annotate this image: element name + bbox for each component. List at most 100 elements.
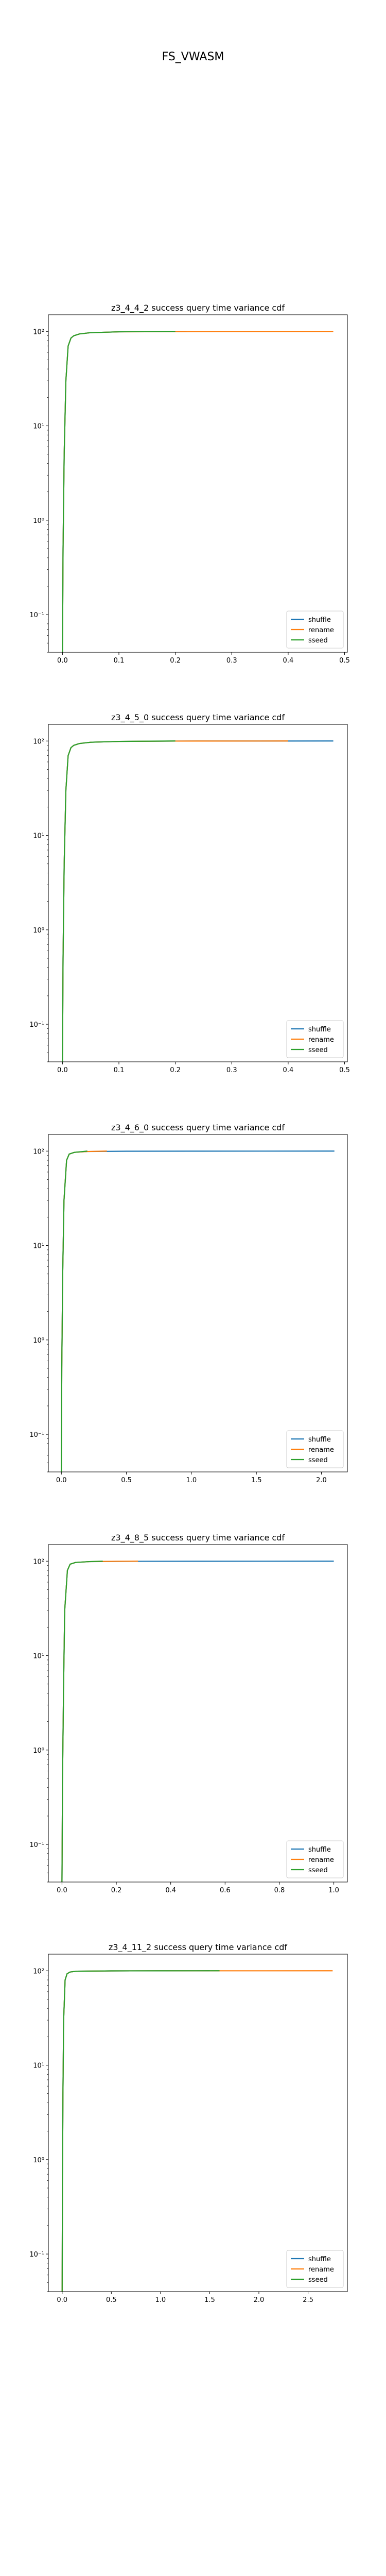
- y-tick-label: 10²: [33, 328, 44, 336]
- y-tick-label: 10¹: [33, 2062, 44, 2070]
- x-tick-label: 0.5: [339, 1066, 350, 1074]
- legend-box: [286, 1430, 344, 1468]
- chart-title: z3_4_5_0 success query time variance cdf: [111, 713, 285, 723]
- legend-label-rename: rename: [308, 1856, 334, 1864]
- chart-title: z3_4_8_5 success query time variance cdf: [111, 1533, 285, 1543]
- x-tick-label: 0.2: [170, 1066, 181, 1074]
- chart-panel-4: z3_4_8_5 success query time variance cdf…: [29, 1533, 348, 1894]
- series-line-sseed: [61, 1970, 220, 2292]
- chart-title: z3_4_6_0 success query time variance cdf: [111, 1123, 285, 1133]
- legend-label-sseed: sseed: [308, 2276, 328, 2284]
- x-tick-label: 0.0: [56, 1477, 67, 1484]
- legend-label-rename: rename: [308, 1036, 334, 1044]
- legend-label-shuffle: shuffle: [308, 1436, 331, 1444]
- y-tick-label: 10⁻¹: [29, 1431, 44, 1439]
- x-tick-label: 0.2: [111, 1887, 122, 1894]
- series-line-sseed: [61, 1561, 103, 1882]
- x-tick-label: 1.5: [204, 2296, 215, 2304]
- x-tick-label: 2.0: [254, 2296, 265, 2304]
- legend-label-shuffle: shuffle: [308, 616, 331, 624]
- x-tick-label: 0.3: [226, 1066, 237, 1074]
- legend: shuffle rename sseed: [286, 1430, 344, 1468]
- series-group: [62, 740, 334, 1062]
- x-tick-label: 1.0: [328, 1887, 339, 1894]
- x-tick-label: 0.6: [220, 1887, 231, 1894]
- axes-frame: [48, 1544, 348, 1883]
- y-tick-label: 10²: [33, 1968, 44, 1975]
- x-tick-label: 0.0: [57, 657, 68, 665]
- y-tick-label: 10¹: [33, 833, 44, 840]
- legend-label-shuffle: shuffle: [308, 1026, 331, 1033]
- y-tick-label: 10¹: [33, 423, 44, 431]
- legend-label-rename: rename: [308, 1446, 334, 1454]
- y-tick-label: 10¹: [33, 1243, 44, 1250]
- legend-box: [286, 2250, 344, 2288]
- x-tick-label: 0.0: [57, 1066, 68, 1074]
- legend-label-sseed: sseed: [308, 637, 328, 645]
- legend-label-shuffle: shuffle: [308, 1846, 331, 1854]
- series-group: [61, 1150, 335, 1472]
- x-tick-label: 0.2: [170, 657, 181, 665]
- chart-title: z3_4_4_2 success query time variance cdf: [111, 303, 285, 313]
- chart-panel-2: z3_4_5_0 success query time variance cdf…: [29, 713, 349, 1074]
- legend-box: [286, 611, 344, 649]
- x-tick-label: 0.1: [114, 657, 125, 665]
- y-tick-label: 10⁰: [33, 2157, 44, 2164]
- legend-label-sseed: sseed: [308, 1046, 328, 1054]
- x-tick-label: 1.0: [155, 2296, 166, 2304]
- y-tick-label: 10²: [33, 1558, 44, 1566]
- x-tick-label: 0.0: [57, 1887, 67, 1894]
- x-tick-label: 0.1: [114, 1066, 125, 1074]
- legend-label-rename: rename: [308, 2266, 334, 2274]
- y-tick-label: 10⁰: [33, 1747, 44, 1755]
- x-tick-label: 0.3: [226, 657, 237, 665]
- axes-frame: [48, 1954, 348, 2292]
- x-tick-label: 1.5: [251, 1477, 262, 1484]
- legend-box: [286, 1840, 344, 1878]
- x-tick-label: 0.4: [165, 1887, 176, 1894]
- legend-label-sseed: sseed: [308, 1867, 328, 1874]
- axes-frame: [48, 1134, 348, 1472]
- y-tick-label: 10⁻¹: [29, 1841, 44, 1849]
- x-tick-label: 0.5: [339, 657, 350, 665]
- series-line-sseed: [61, 1150, 87, 1472]
- legend: shuffle rename sseed: [286, 2250, 344, 2288]
- series-group: [61, 1561, 334, 1882]
- x-tick-label: 0.0: [57, 2296, 67, 2304]
- x-tick-label: 2.0: [316, 1477, 327, 1484]
- x-tick-label: 0.4: [283, 1066, 294, 1074]
- series-line-sseed: [62, 740, 176, 1062]
- x-tick-label: 0.5: [106, 2296, 117, 2304]
- series-line-sseed: [62, 331, 176, 652]
- x-tick-label: 2.5: [303, 2296, 313, 2304]
- y-tick-label: 10⁰: [33, 1337, 44, 1345]
- series-group: [61, 1970, 333, 2292]
- legend-label-shuffle: shuffle: [308, 2256, 331, 2263]
- y-tick-label: 10²: [33, 738, 44, 745]
- legend-label-sseed: sseed: [308, 1456, 328, 1464]
- legend-label-rename: rename: [308, 626, 334, 634]
- legend-box: [286, 1020, 344, 1058]
- chart-panel-1: z3_4_4_2 success query time variance cdf…: [29, 303, 349, 665]
- y-tick-label: 10¹: [33, 1653, 44, 1660]
- y-tick-label: 10⁰: [33, 517, 44, 525]
- legend: shuffle rename sseed: [286, 611, 344, 649]
- chart-panels: z3_4_4_2 success query time variance cdf…: [29, 303, 349, 2304]
- chart-panel-5: z3_4_11_2 success query time variance cd…: [29, 1942, 348, 2304]
- y-tick-label: 10²: [33, 1148, 44, 1156]
- x-tick-label: 0.5: [121, 1477, 132, 1484]
- y-tick-label: 10⁰: [33, 927, 44, 935]
- series-group: [62, 331, 334, 652]
- legend: shuffle rename sseed: [286, 1020, 344, 1058]
- axes-frame: [48, 314, 348, 653]
- chart-panel-3: z3_4_6_0 success query time variance cdf…: [29, 1123, 348, 1484]
- chart-title: z3_4_11_2 success query time variance cd…: [109, 1942, 287, 1953]
- x-tick-label: 0.4: [283, 657, 294, 665]
- y-tick-label: 10⁻¹: [29, 1021, 44, 1029]
- x-tick-label: 0.8: [274, 1887, 285, 1894]
- axes-frame: [48, 724, 348, 1062]
- legend: shuffle rename sseed: [286, 1840, 344, 1878]
- y-tick-label: 10⁻¹: [29, 612, 44, 619]
